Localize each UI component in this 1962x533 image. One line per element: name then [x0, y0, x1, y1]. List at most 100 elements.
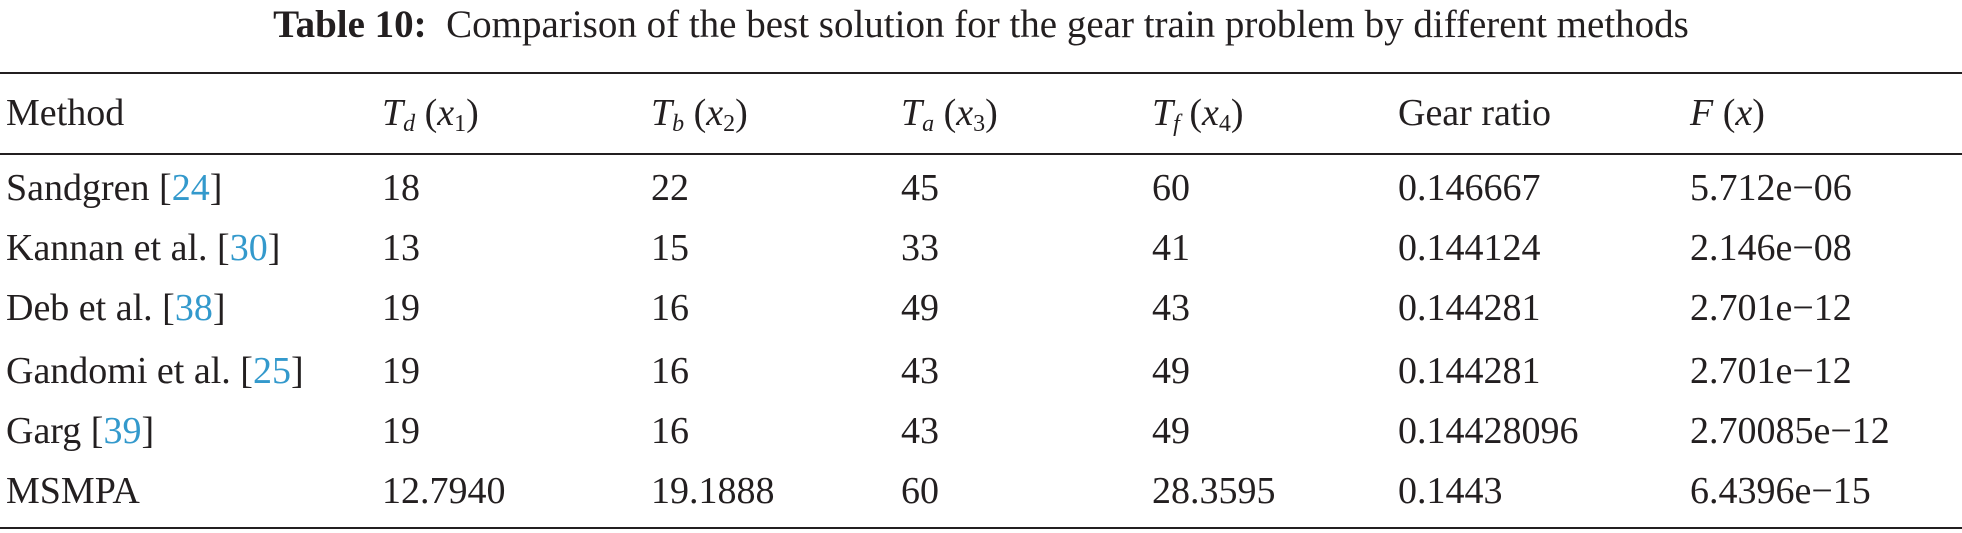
symbol: x	[1201, 92, 1219, 134]
header-cell: Method	[6, 92, 125, 134]
subscript: b	[672, 111, 685, 137]
symbol: x	[437, 92, 455, 134]
header-cell: Td (x1)	[382, 91, 479, 137]
paren: (	[424, 92, 438, 134]
method-text: Deb et al. [	[6, 287, 175, 329]
header-cell: Tf (x4)	[1152, 91, 1244, 137]
header-cell: Gear ratio	[1398, 92, 1551, 134]
symbol: T	[651, 92, 673, 134]
value-cell: 6.4396e−15	[1690, 470, 1871, 512]
symbol: T	[1152, 92, 1174, 134]
header-cell: Ta (x3)	[901, 91, 998, 137]
value-cell: 19.1888	[651, 470, 775, 512]
symbol: x	[1735, 92, 1753, 134]
value-cell: 22	[651, 167, 689, 209]
value-cell: 15	[651, 227, 689, 269]
paren: (	[693, 92, 707, 134]
value-cell: 12.7940	[382, 470, 506, 512]
symbol: x	[956, 92, 974, 134]
value-cell: 43	[1152, 287, 1190, 329]
symbol: F	[1690, 92, 1714, 134]
value-cell: 19	[382, 410, 420, 452]
value-cell: 2.701e−12	[1690, 350, 1852, 392]
value-cell: 5.712e−06	[1690, 167, 1852, 209]
paren: )	[466, 92, 479, 134]
symbol: x	[706, 92, 724, 134]
value-cell: 13	[382, 227, 420, 269]
value-cell: 49	[901, 287, 939, 329]
paren: )	[985, 92, 998, 134]
value-cell: 60	[901, 470, 939, 512]
method-text: ]	[267, 227, 281, 269]
value-cell: 0.144281	[1398, 287, 1541, 329]
method-text: Garg [	[6, 410, 104, 452]
method-text: ]	[212, 287, 226, 329]
value-cell: 43	[901, 410, 939, 452]
caption: Table 10: Comparison of the best solutio…	[0, 2, 1962, 47]
value-cell: 16	[651, 350, 689, 392]
value-cell: 19	[382, 350, 420, 392]
value-cell: 0.146667	[1398, 167, 1541, 209]
subscript: a	[922, 111, 935, 137]
value-cell: 19	[382, 287, 420, 329]
value-cell: 60	[1152, 167, 1190, 209]
citation: 39	[103, 410, 142, 452]
value-cell: 18	[382, 167, 420, 209]
value-cell: 2.146e−08	[1690, 227, 1852, 269]
value-cell: 0.1443	[1398, 470, 1503, 512]
method-cell: Sandgren [24]	[6, 166, 222, 210]
value-cell: 2.701e−12	[1690, 287, 1852, 329]
caption-label: Table 10:	[273, 3, 427, 46]
value-cell: 16	[651, 410, 689, 452]
citation: 25	[252, 350, 291, 392]
subscript: 3	[973, 111, 986, 137]
subscript: 2	[723, 111, 736, 137]
method-cell: Garg [39]	[6, 409, 154, 453]
subscript: f	[1173, 111, 1180, 137]
paren: )	[735, 92, 748, 134]
paren: (	[1722, 92, 1736, 134]
value-cell: 0.14428096	[1398, 410, 1579, 452]
header-cell: Tb (x2)	[651, 91, 748, 137]
value-cell: 49	[1152, 350, 1190, 392]
method-text: MSMPA	[6, 470, 140, 512]
method-text: Sandgren [	[6, 167, 172, 209]
method-text: ]	[141, 410, 155, 452]
subscript: 1	[454, 111, 467, 137]
method-text: ]	[209, 167, 223, 209]
subscript: d	[403, 111, 416, 137]
value-cell: 45	[901, 167, 939, 209]
citation: 38	[174, 287, 213, 329]
method-cell: MSMPA	[6, 469, 140, 513]
top-rule	[0, 72, 1962, 74]
method-text: Kannan et al. [	[6, 227, 230, 269]
method-text: ]	[290, 350, 304, 392]
citation: 24	[171, 167, 210, 209]
caption-text: Comparison of the best solution for the …	[446, 3, 1689, 46]
value-cell: 2.70085e−12	[1690, 410, 1890, 452]
paren: )	[1752, 92, 1765, 134]
method-cell: Deb et al. [38]	[6, 286, 225, 330]
header-cell: F (x)	[1690, 91, 1765, 135]
bottom-rule	[0, 527, 1962, 529]
method-text: Gandomi et al. [	[6, 350, 253, 392]
value-cell: 0.144124	[1398, 227, 1541, 269]
subscript: 4	[1218, 111, 1231, 137]
value-cell: 28.3595	[1152, 470, 1276, 512]
symbol: T	[382, 92, 404, 134]
method-cell: Gandomi et al. [25]	[6, 349, 304, 393]
value-cell: 0.144281	[1398, 350, 1541, 392]
paren: (	[1189, 92, 1202, 134]
paren: (	[943, 92, 957, 134]
value-cell: 43	[901, 350, 939, 392]
value-cell: 33	[901, 227, 939, 269]
method-cell: Kannan et al. [30]	[6, 226, 280, 270]
value-cell: 16	[651, 287, 689, 329]
header-rule	[0, 153, 1962, 155]
value-cell: 41	[1152, 227, 1190, 269]
citation: 30	[229, 227, 268, 269]
symbol: T	[901, 92, 923, 134]
value-cell: 49	[1152, 410, 1190, 452]
paren: )	[1230, 92, 1244, 134]
